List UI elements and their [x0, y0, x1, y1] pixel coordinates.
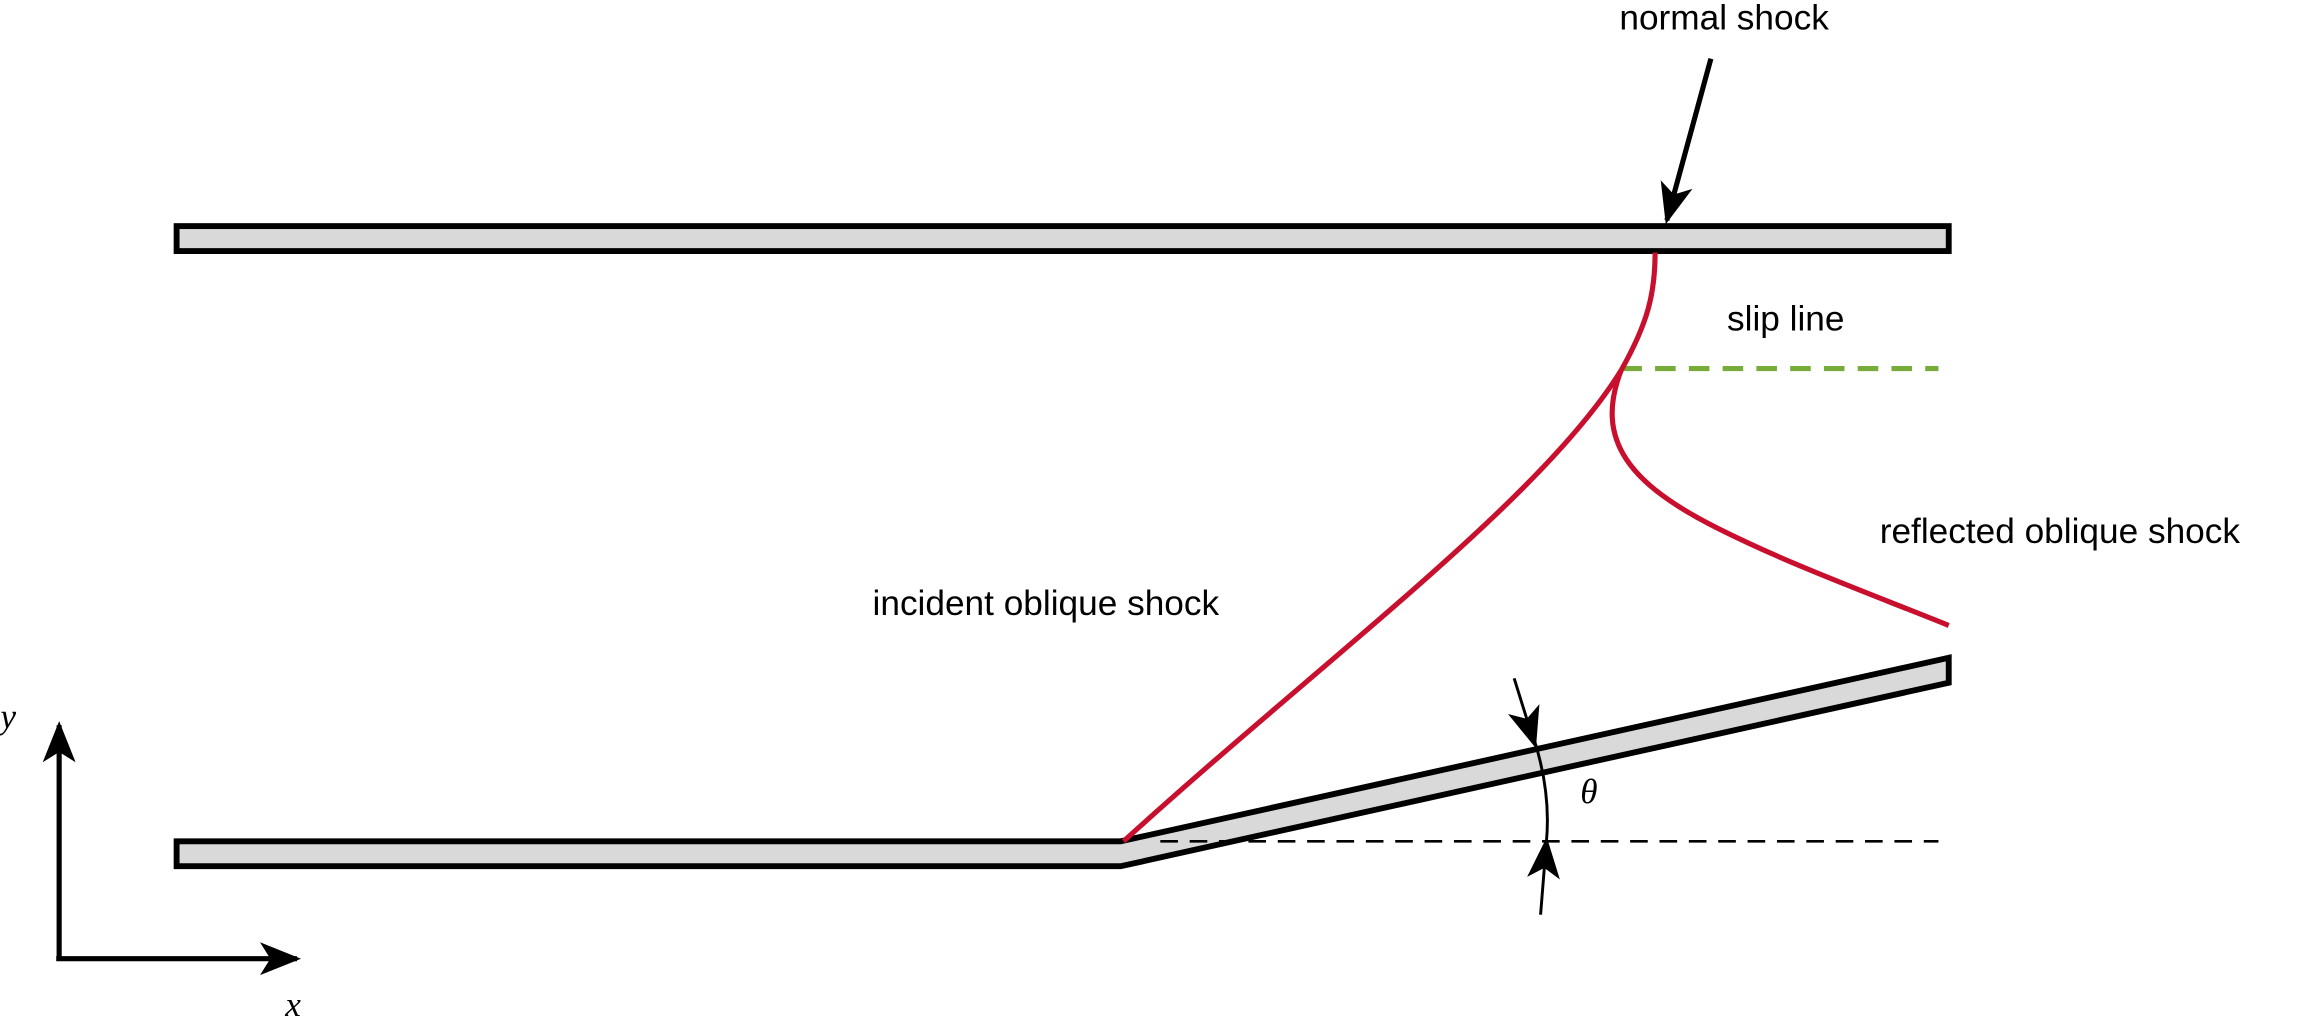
label: normal shock [1619, 0, 1829, 37]
incident-shock [1121, 368, 1624, 844]
top-wall [173, 223, 1952, 254]
angle-arc [1533, 741, 1549, 842]
reflected-shock [1609, 369, 1950, 628]
axis-label: y [0, 697, 16, 736]
bottom-wall [173, 654, 1952, 870]
label: reflected oblique shock [1880, 512, 2241, 551]
axis-label: x [284, 985, 301, 1016]
pointer-arrow [1660, 58, 1714, 225]
normal-shock [1619, 252, 1658, 372]
angle-arrow [1527, 837, 1560, 915]
label: slip line [1727, 299, 1844, 338]
angle-label: θ [1580, 772, 1597, 811]
angle-arrow [1508, 677, 1540, 749]
label: incident oblique shock [873, 584, 1220, 623]
